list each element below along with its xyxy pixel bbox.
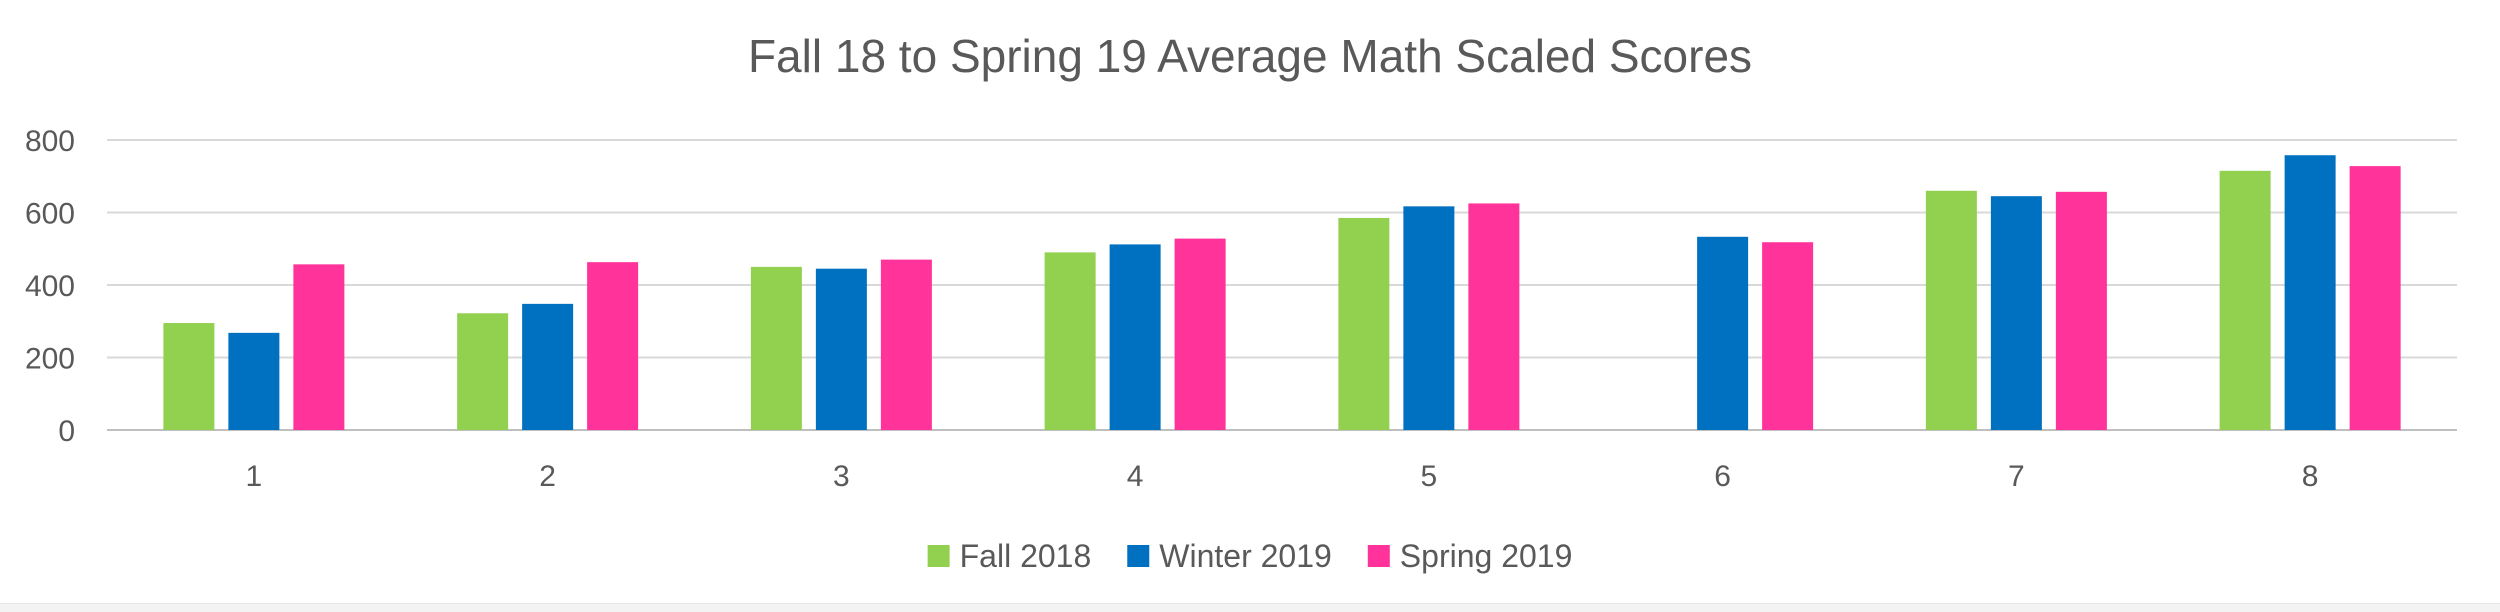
bar-spring-2019-grade-6: [1762, 242, 1814, 430]
bar-winter-2019-grade-6: [1697, 236, 1749, 430]
bar-spring-2019-grade-3: [880, 259, 932, 430]
x-tick-label: 1: [246, 460, 263, 493]
x-tick-label: 8: [2302, 460, 2319, 493]
bar-fall-2018-grade-7: [1925, 190, 1977, 430]
x-axis-ticks: 1 2 3 4 5 6 7 8: [246, 460, 2319, 493]
bar-winter-2019-grade-3: [815, 268, 867, 430]
bar-winter-2019-grade-5: [1403, 206, 1455, 430]
y-tick-label: 800: [25, 125, 75, 158]
y-tick-label: 400: [25, 270, 75, 303]
y-tick-label: 600: [25, 198, 75, 231]
x-tick-label: 5: [1421, 460, 1438, 493]
x-tick-label: 2: [539, 460, 556, 493]
bar-spring-2019-grade-7: [2055, 191, 2107, 430]
y-axis-ticks: 0 200 400 600 800: [25, 125, 75, 448]
chart-title: Fall 18 to Spring 19 Average Math Scaled…: [748, 30, 1752, 82]
bar-fall-2018-grade-2: [457, 313, 509, 430]
bar-fall-2018-grade-3: [750, 266, 802, 430]
bar-spring-2019-grade-1: [293, 264, 345, 430]
legend-label: Spring 2019: [1400, 538, 1573, 574]
y-tick-label: 200: [25, 343, 75, 376]
bar-fall-2018-grade-8: [2219, 170, 2271, 430]
x-tick-label: 6: [1714, 460, 1731, 493]
bar-winter-2019-grade-8: [2284, 155, 2336, 430]
bar-fall-2018-grade-4: [1044, 252, 1096, 430]
bar-spring-2019-grade-4: [1174, 238, 1226, 430]
bar-winter-2019-grade-4: [1109, 244, 1161, 430]
x-tick-label: 4: [1127, 460, 1144, 493]
bottom-strip: [0, 603, 2500, 612]
bar-spring-2019-grade-5: [1468, 203, 1520, 430]
legend-swatch-spring-2019: [1367, 545, 1390, 567]
legend-label: Winter 2019: [1159, 538, 1332, 574]
bar-winter-2019-grade-2: [522, 303, 574, 430]
bar-fall-2018-grade-1: [163, 323, 215, 430]
bar-winter-2019-grade-1: [228, 332, 280, 430]
bar-spring-2019-grade-2: [587, 262, 639, 430]
legend-label: Fall 2018: [960, 538, 1092, 574]
legend-swatch-winter-2019: [1127, 545, 1150, 567]
x-tick-label: 3: [833, 460, 850, 493]
bar-winter-2019-grade-7: [1990, 196, 2042, 430]
bar-fall-2018-grade-5: [1338, 217, 1390, 430]
y-tick-label: 0: [58, 415, 75, 448]
bars: [163, 155, 2401, 430]
legend-swatch-fall-2018: [927, 545, 950, 567]
legend: Fall 2018 Winter 2019 Spring 2019: [927, 538, 1573, 574]
x-tick-label: 7: [2008, 460, 2025, 493]
bar-spring-2019-grade-8: [2349, 166, 2401, 430]
